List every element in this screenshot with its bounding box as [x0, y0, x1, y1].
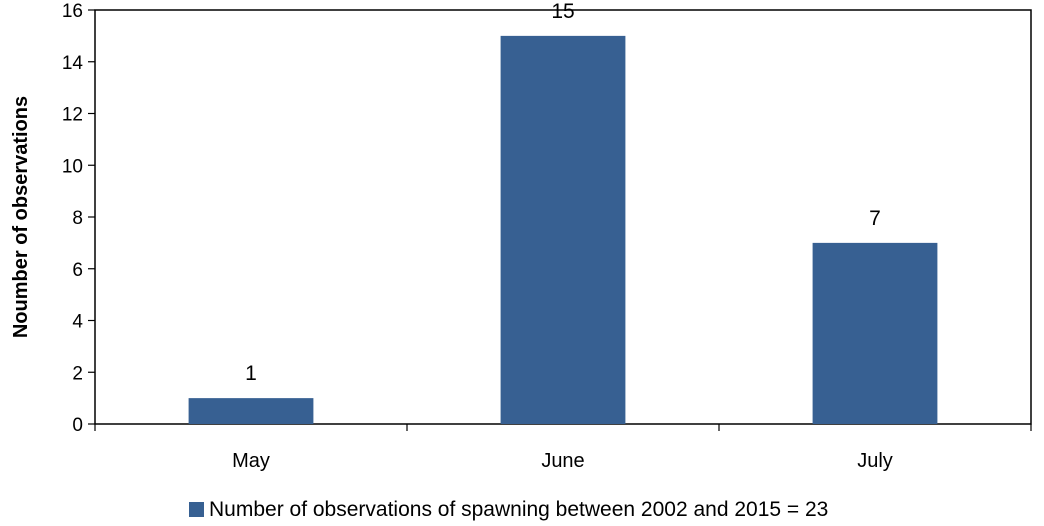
data-label-may: 1: [245, 362, 257, 385]
y-tick-label: 4: [72, 312, 83, 333]
y-tick-label: 10: [62, 156, 83, 177]
x-axis: May June July: [94, 424, 1032, 472]
legend-label: Number of observations of spawning betwe…: [209, 498, 828, 521]
y-tick-label: 14: [62, 53, 84, 74]
y-tick-label: 12: [62, 105, 83, 126]
data-label-june: 15: [551, 0, 574, 23]
y-tick-label: 2: [72, 363, 83, 384]
x-tick-label-june: June: [541, 450, 584, 472]
bars: [188, 35, 938, 424]
legend: Number of observations of spawning betwe…: [189, 498, 828, 521]
y-tick-label: 8: [72, 208, 83, 229]
data-label-july: 7: [869, 207, 881, 230]
x-tick-label-may: May: [232, 450, 270, 472]
x-tick-label-july: July: [857, 450, 893, 472]
y-tick-label: 16: [62, 1, 83, 22]
y-axis: 0 2 4 6 8 10 12 14 16: [62, 1, 95, 436]
y-axis-title: Noumber of observations: [10, 96, 32, 338]
bar-july: [812, 242, 938, 424]
bar-june: [500, 35, 626, 424]
y-tick-label: 6: [72, 260, 83, 281]
bar-may: [188, 398, 314, 424]
legend-swatch: [189, 502, 204, 517]
data-labels: 1 15 7: [245, 0, 881, 385]
y-tick-label: 0: [72, 415, 83, 436]
